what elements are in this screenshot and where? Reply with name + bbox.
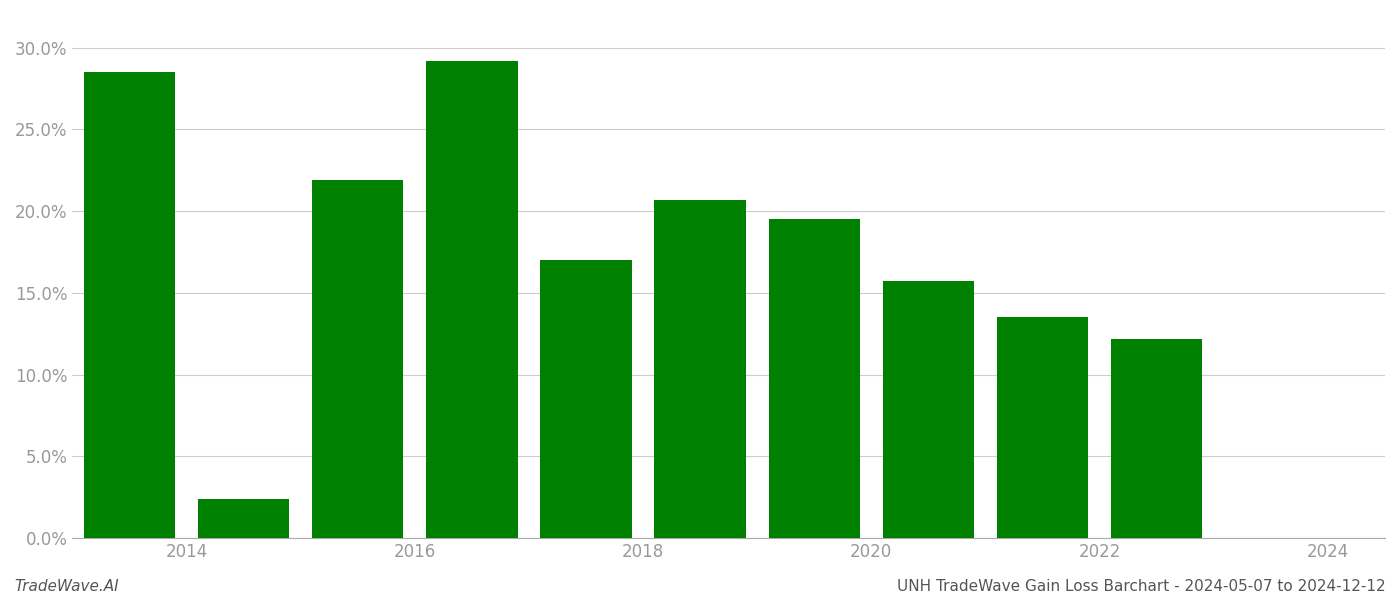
- Bar: [84, 72, 175, 538]
- Bar: [883, 281, 974, 538]
- Bar: [197, 499, 290, 538]
- Bar: [769, 220, 860, 538]
- Bar: [540, 260, 631, 538]
- Bar: [426, 61, 518, 538]
- Bar: [1112, 338, 1203, 538]
- Bar: [654, 200, 746, 538]
- Bar: [312, 180, 403, 538]
- Text: TradeWave.AI: TradeWave.AI: [14, 579, 119, 594]
- Text: UNH TradeWave Gain Loss Barchart - 2024-05-07 to 2024-12-12: UNH TradeWave Gain Loss Barchart - 2024-…: [897, 579, 1386, 594]
- Bar: [997, 317, 1088, 538]
